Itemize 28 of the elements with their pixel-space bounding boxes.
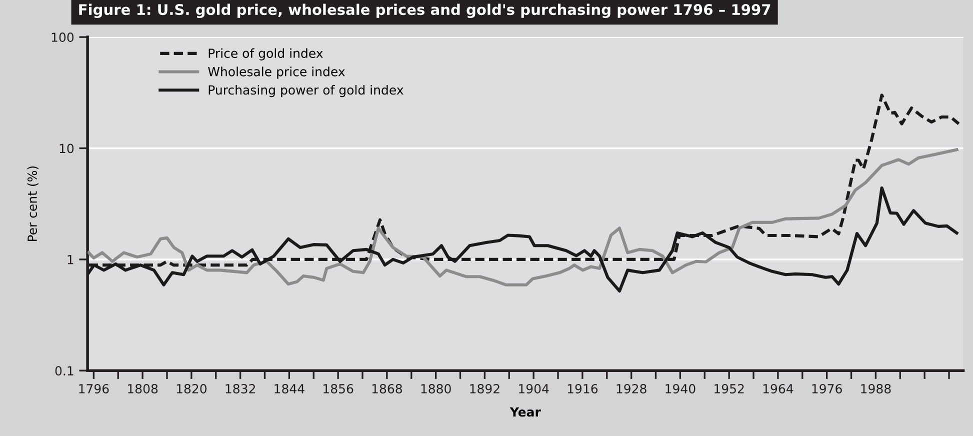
x-tick-label: 1832 [226, 384, 255, 394]
x-tick-label: 1844 [274, 384, 304, 394]
legend-label: Price of gold index [208, 48, 323, 60]
x-tick-label: 1796 [79, 384, 109, 394]
x-tick-label: 1952 [714, 384, 744, 394]
y-tick-label: 10 [60, 144, 74, 154]
x-tick-label: 1988 [861, 384, 891, 394]
x-tick-label: 1868 [372, 384, 402, 394]
legend-label: Purchasing power of gold index [208, 85, 404, 98]
x-axis-title: Year [510, 407, 541, 417]
y-tick-label: 100 [52, 32, 74, 42]
x-tick-label: 1820 [176, 384, 207, 394]
chart-title: Figure 1: U.S. gold price, wholesale prices and gold's purchasing power 1796 – 1997 [79, 4, 770, 18]
x-tick-label: 1904 [519, 384, 549, 394]
y-tick-label: 0.1 [55, 366, 74, 376]
x-tick-label: 1928 [616, 384, 646, 394]
x-tick-label: 1916 [568, 384, 598, 394]
x-tick-label: 1856 [324, 384, 354, 394]
x-tick-label: 1808 [128, 384, 158, 394]
x-tick-label: 1880 [421, 384, 451, 394]
y-axis-title: Per cent (%) [27, 166, 38, 242]
legend-label: Wholesale price index [208, 66, 345, 79]
x-tick-label: 1940 [666, 384, 696, 394]
x-tick-label: 1964 [763, 384, 794, 394]
line-series [88, 148, 958, 286]
x-tick-label: 1976 [812, 384, 842, 394]
x-tick-label: 1892 [470, 384, 500, 394]
y-tick-label: 1 [68, 255, 74, 264]
